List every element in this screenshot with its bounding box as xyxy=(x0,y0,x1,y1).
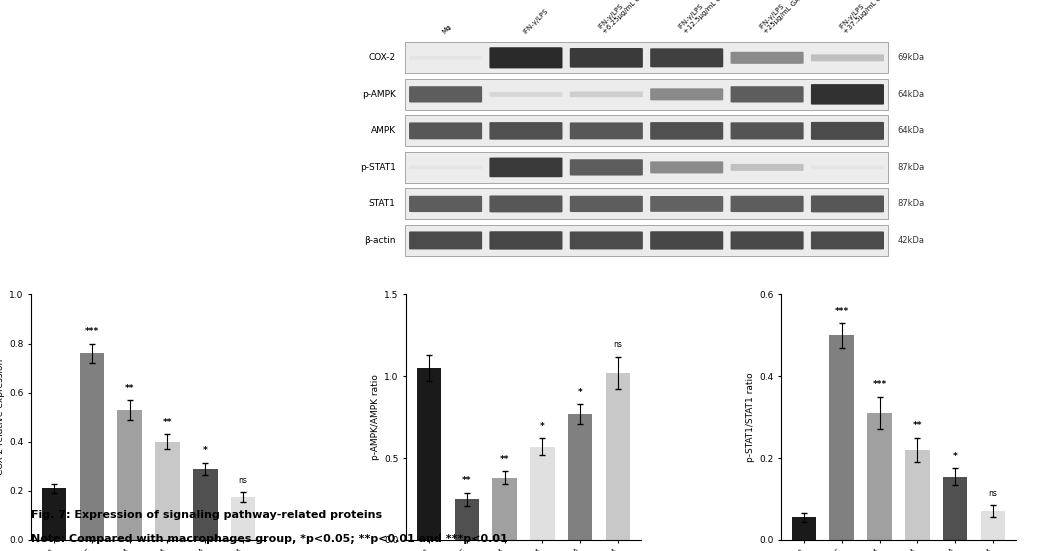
Bar xyxy=(606,373,630,540)
Text: p-AMPK: p-AMPK xyxy=(361,90,396,99)
Bar xyxy=(567,414,593,540)
FancyBboxPatch shape xyxy=(650,48,723,67)
FancyBboxPatch shape xyxy=(811,55,884,61)
FancyBboxPatch shape xyxy=(489,92,562,97)
Bar xyxy=(80,353,104,540)
Text: p-STAT1: p-STAT1 xyxy=(360,163,396,172)
Bar xyxy=(905,450,930,540)
Text: ***: *** xyxy=(85,327,99,336)
FancyBboxPatch shape xyxy=(811,196,884,212)
FancyBboxPatch shape xyxy=(811,122,884,140)
Bar xyxy=(117,410,142,540)
FancyBboxPatch shape xyxy=(811,231,884,250)
FancyBboxPatch shape xyxy=(731,231,804,250)
Text: IFN-γ/LPS
+25μg/mL GA: IFN-γ/LPS +25μg/mL GA xyxy=(758,0,802,35)
Bar xyxy=(405,152,888,183)
FancyBboxPatch shape xyxy=(731,196,804,212)
Text: **: ** xyxy=(499,455,509,464)
FancyBboxPatch shape xyxy=(489,47,562,68)
FancyBboxPatch shape xyxy=(489,196,562,212)
Text: β-actin: β-actin xyxy=(364,236,396,245)
FancyBboxPatch shape xyxy=(570,91,643,97)
Text: 87kDa: 87kDa xyxy=(897,199,925,208)
FancyBboxPatch shape xyxy=(409,56,482,60)
Text: COX-2: COX-2 xyxy=(369,53,396,62)
FancyBboxPatch shape xyxy=(409,122,482,139)
Y-axis label: COX-2 relative expression: COX-2 relative expression xyxy=(0,359,5,476)
FancyBboxPatch shape xyxy=(409,196,482,212)
Text: Mφ: Mφ xyxy=(442,23,453,35)
Text: **: ** xyxy=(125,383,134,393)
FancyBboxPatch shape xyxy=(731,86,804,102)
Bar xyxy=(867,413,892,540)
FancyBboxPatch shape xyxy=(570,48,643,68)
Text: *: * xyxy=(540,422,544,431)
FancyBboxPatch shape xyxy=(409,231,482,250)
Text: Note: Compared with macrophages group, *p<0.05; **p<0.01 and ***p<0.01: Note: Compared with macrophages group, *… xyxy=(31,534,508,544)
Bar xyxy=(230,497,255,540)
FancyBboxPatch shape xyxy=(650,122,723,139)
Text: **: ** xyxy=(162,418,172,427)
FancyBboxPatch shape xyxy=(731,52,804,64)
FancyBboxPatch shape xyxy=(570,231,643,250)
FancyBboxPatch shape xyxy=(570,196,643,212)
Bar xyxy=(792,517,817,540)
Bar xyxy=(530,447,555,540)
FancyBboxPatch shape xyxy=(489,122,562,139)
FancyBboxPatch shape xyxy=(650,231,723,250)
FancyBboxPatch shape xyxy=(570,159,643,176)
Text: IFN-γ/LPS
+12.5μg/mL GA: IFN-γ/LPS +12.5μg/mL GA xyxy=(677,0,726,35)
Bar xyxy=(405,42,888,73)
Text: 64kDa: 64kDa xyxy=(897,90,925,99)
Bar xyxy=(405,225,888,256)
Text: ns: ns xyxy=(988,489,998,498)
Y-axis label: p-AMPK/AMPK ratio: p-AMPK/AMPK ratio xyxy=(371,374,380,460)
Text: 64kDa: 64kDa xyxy=(897,126,925,136)
Text: **: ** xyxy=(462,476,471,485)
Bar xyxy=(155,442,180,540)
Bar xyxy=(405,79,888,110)
Text: 42kDa: 42kDa xyxy=(897,236,925,245)
Text: ***: *** xyxy=(834,307,849,316)
FancyBboxPatch shape xyxy=(409,166,482,169)
FancyBboxPatch shape xyxy=(650,196,723,212)
Text: ns: ns xyxy=(614,341,622,349)
FancyBboxPatch shape xyxy=(409,86,482,102)
Bar xyxy=(405,188,888,219)
Text: ***: *** xyxy=(872,380,887,390)
FancyBboxPatch shape xyxy=(731,122,804,139)
Bar xyxy=(943,477,967,540)
FancyBboxPatch shape xyxy=(650,161,723,174)
Bar xyxy=(417,368,441,540)
FancyBboxPatch shape xyxy=(570,122,643,139)
Bar xyxy=(405,115,888,147)
Bar xyxy=(829,336,854,540)
Text: IFN-γ/LPS
+37.5μg/mL GA: IFN-γ/LPS +37.5μg/mL GA xyxy=(839,0,887,35)
Text: *: * xyxy=(578,388,582,397)
Bar xyxy=(981,511,1005,540)
Text: 87kDa: 87kDa xyxy=(897,163,925,172)
Bar xyxy=(42,488,66,540)
Text: ns: ns xyxy=(239,476,247,485)
Text: **: ** xyxy=(913,422,922,430)
FancyBboxPatch shape xyxy=(811,84,884,105)
Text: 69kDa: 69kDa xyxy=(897,53,925,62)
Bar xyxy=(193,469,218,540)
Y-axis label: p-STAT1/STAT1 ratio: p-STAT1/STAT1 ratio xyxy=(747,372,755,462)
Bar xyxy=(454,499,480,540)
FancyBboxPatch shape xyxy=(489,231,562,250)
Text: IFN-γ/LPS
+6.25μg/mL GA: IFN-γ/LPS +6.25μg/mL GA xyxy=(597,0,646,35)
Text: IFN-γ/LPS: IFN-γ/LPS xyxy=(521,7,549,35)
Text: *: * xyxy=(203,446,207,455)
Bar xyxy=(492,478,517,540)
FancyBboxPatch shape xyxy=(650,88,723,100)
Text: Fig. 7: Expression of signaling pathway-related proteins: Fig. 7: Expression of signaling pathway-… xyxy=(31,510,382,520)
Text: *: * xyxy=(953,452,958,461)
FancyBboxPatch shape xyxy=(489,158,562,177)
FancyBboxPatch shape xyxy=(731,164,804,171)
Text: STAT1: STAT1 xyxy=(369,199,396,208)
FancyBboxPatch shape xyxy=(811,166,884,169)
Text: AMPK: AMPK xyxy=(371,126,396,136)
